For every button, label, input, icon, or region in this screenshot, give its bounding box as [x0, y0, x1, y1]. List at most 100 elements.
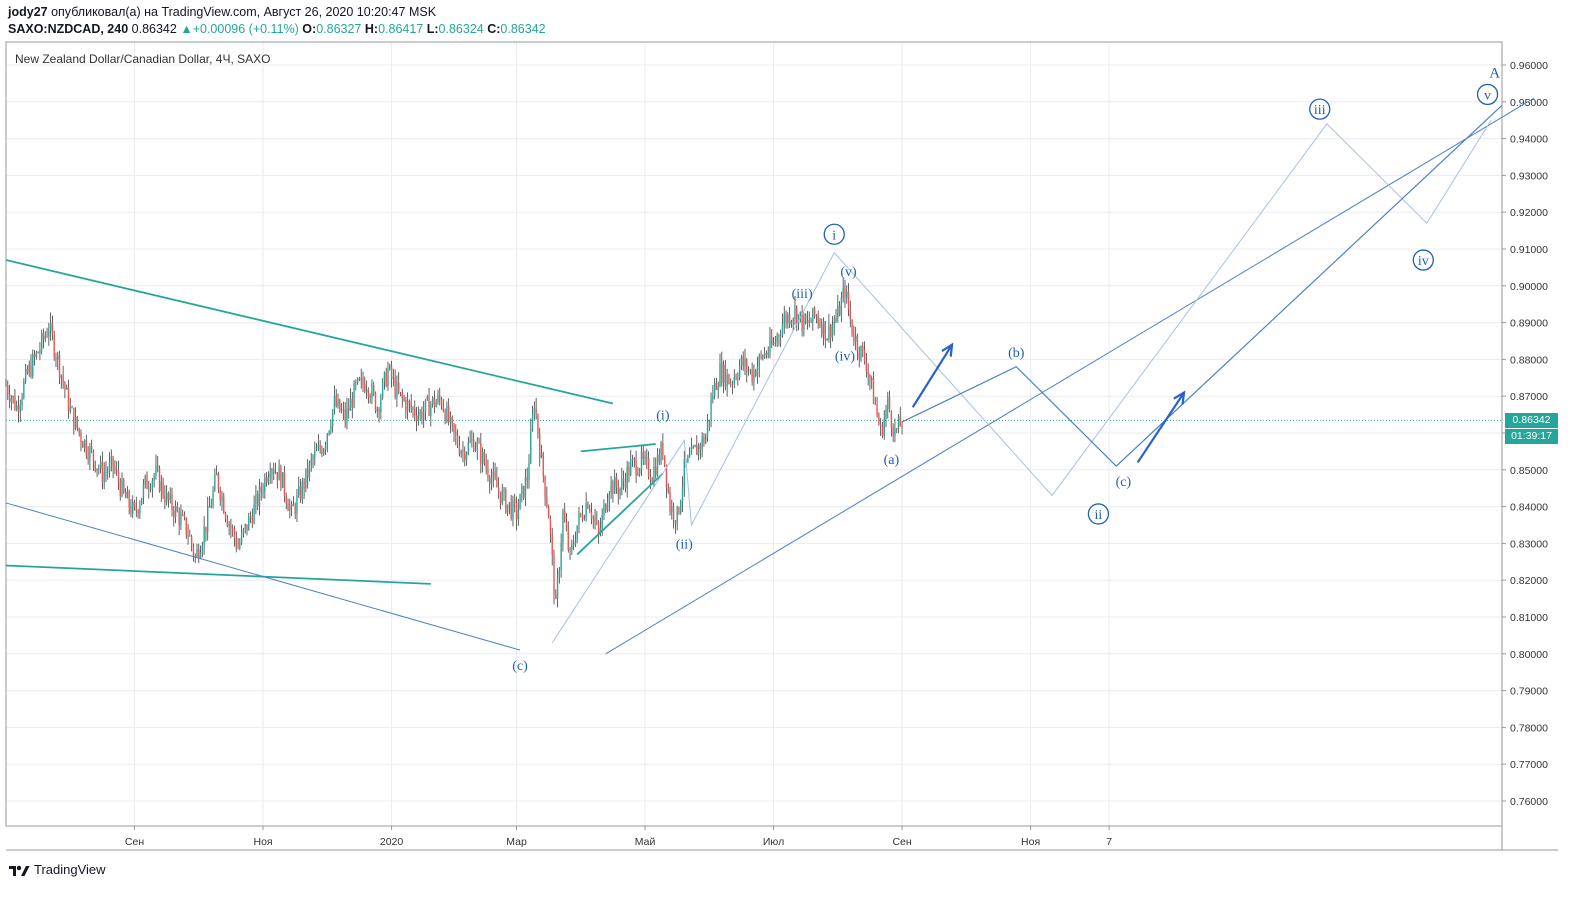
candle-body — [446, 406, 448, 422]
candle-body — [781, 324, 784, 336]
candle-body — [126, 491, 129, 499]
candle-body — [760, 355, 762, 357]
candle-body — [476, 442, 478, 450]
candle-body — [603, 504, 605, 515]
candle-body — [588, 507, 591, 513]
candle-body — [772, 342, 775, 345]
candle-body — [510, 502, 512, 519]
candle-body — [346, 407, 348, 422]
publish-line: jody27 опубликовал(а) на TradingView.com… — [8, 4, 546, 21]
candle-body — [553, 554, 555, 595]
candle-body — [854, 335, 857, 342]
candle-body — [73, 407, 75, 429]
candle-body — [615, 476, 618, 488]
candle-body — [539, 434, 541, 458]
candle-body — [605, 504, 607, 512]
candle-body — [235, 538, 237, 548]
price-tick-label: 0.76000 — [1510, 796, 1548, 808]
candle-body — [58, 354, 61, 378]
candle-body — [182, 514, 184, 516]
candle-body — [462, 451, 464, 452]
candle-body — [344, 409, 346, 422]
candle-body — [624, 481, 627, 488]
candle-body — [876, 404, 878, 415]
candle-body — [21, 397, 23, 405]
candle-body — [696, 445, 698, 456]
low-label: L: — [426, 22, 439, 36]
candle-body — [280, 466, 282, 488]
candle-body — [248, 516, 250, 531]
candle-body — [705, 436, 707, 444]
candle-body — [148, 488, 150, 490]
candle-body — [65, 387, 68, 390]
channel-line — [5, 502, 521, 651]
candle-body — [212, 490, 214, 506]
author-name[interactable]: jody27 — [8, 5, 48, 19]
candle-body — [574, 541, 577, 545]
candle-body — [28, 364, 30, 374]
candle-body — [690, 447, 693, 455]
price-tick-label: 0.87000 — [1510, 391, 1548, 403]
candle-body — [838, 305, 841, 316]
candle-body — [194, 555, 196, 557]
drawings — [5, 97, 1535, 655]
candle-body — [19, 404, 21, 412]
candle-body — [385, 372, 387, 387]
wave-label: (i) — [656, 409, 670, 424]
candle-body — [146, 475, 148, 489]
candle-body — [804, 314, 807, 324]
candle-body — [481, 451, 484, 464]
candle-body — [439, 395, 441, 400]
footer-brand[interactable]: TradingView — [8, 862, 106, 877]
chart-header: jody27 опубликовал(а) на TradingView.com… — [8, 4, 546, 38]
candle-body — [858, 351, 860, 359]
candle-body — [883, 418, 885, 437]
chart-title: New Zealand Dollar/Canadian Dollar, 4Ч, … — [15, 52, 271, 66]
candle-body — [894, 428, 896, 437]
candle-body — [622, 478, 625, 482]
candle-body — [487, 467, 489, 478]
time-tick-label: 2020 — [380, 836, 404, 848]
candle-body — [819, 323, 821, 326]
time-tick-label: Сен — [892, 836, 911, 848]
candle-body — [299, 486, 302, 500]
candle-body — [453, 423, 455, 433]
candle-body — [53, 334, 55, 358]
candle-body — [594, 517, 596, 522]
candle-body — [185, 517, 187, 535]
candle-body — [87, 454, 89, 460]
candle-body — [813, 308, 816, 317]
candle-body — [547, 506, 550, 519]
candle-body — [490, 477, 493, 485]
candle-body — [565, 521, 568, 531]
close-label: C: — [487, 22, 501, 36]
candle-body — [549, 518, 552, 534]
candle-body — [264, 477, 266, 492]
candle-body — [763, 353, 766, 358]
price-tick-label: 0.82000 — [1510, 575, 1548, 587]
candle-body — [821, 325, 823, 336]
candle-body — [42, 333, 45, 340]
price-change: +0.00096 (+0.11%) — [192, 22, 299, 36]
candle-body — [826, 339, 828, 341]
candle-body — [494, 471, 496, 478]
candle-body — [626, 466, 628, 488]
candle-body — [117, 470, 120, 483]
high-value: 0.86417 — [378, 22, 424, 36]
wave-label: (iv) — [835, 350, 856, 365]
price-tick-label: 0.89000 — [1510, 318, 1548, 330]
candle-body — [442, 405, 445, 411]
arrow-line — [1136, 391, 1186, 464]
candle-body — [90, 446, 93, 451]
candle-body — [692, 447, 694, 448]
candle-body — [806, 320, 809, 324]
candle-body — [114, 467, 116, 470]
candle-body — [398, 382, 400, 393]
time-axis[interactable]: Сен Ноя 2020 Мар Май Июл Сен Ноя 7 — [125, 826, 1112, 848]
candle-body — [853, 335, 855, 342]
candle-body — [697, 444, 700, 456]
candles — [5, 278, 903, 608]
candle-body — [333, 396, 336, 411]
candle-body — [556, 577, 559, 600]
